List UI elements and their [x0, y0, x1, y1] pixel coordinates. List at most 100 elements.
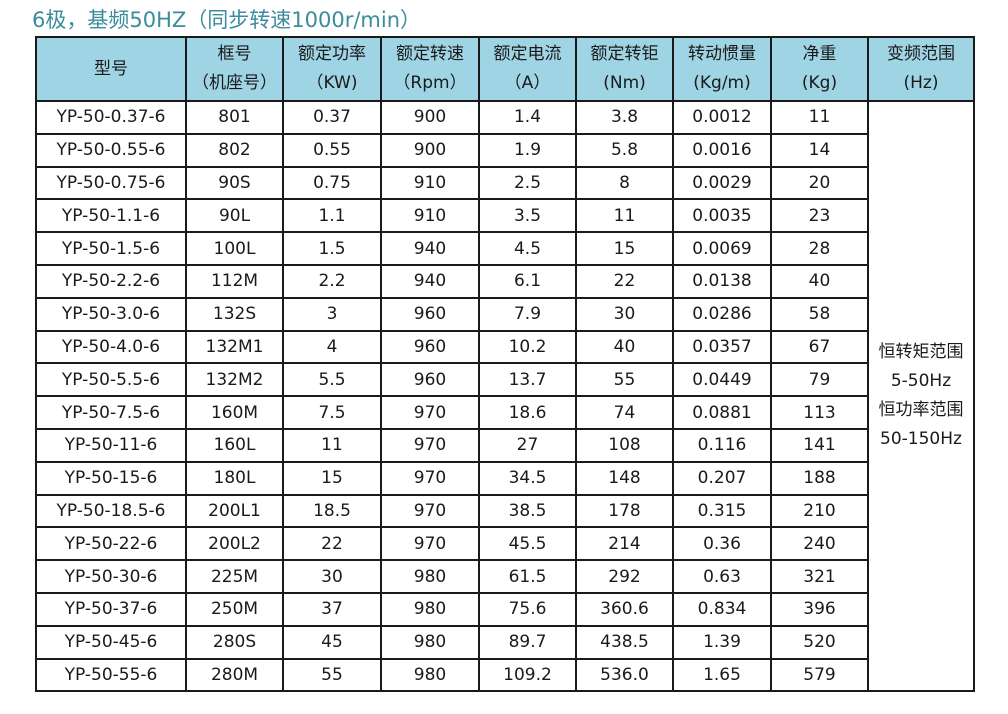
cell-model: YP-50-7.5-6: [35, 395, 187, 430]
cell-model: YP-50-2.2-6: [35, 263, 187, 299]
cell-rated-power: 30: [282, 559, 382, 594]
cell-inertia: 0.0012: [672, 100, 772, 135]
cell-model: YP-50-3.0-6: [35, 296, 187, 332]
cell-inertia: 0.63: [672, 559, 772, 594]
header-unit: (Nm): [603, 73, 646, 93]
cell-rated-current: 27: [478, 427, 577, 463]
table-row: YP-50-18.5-6 200L1 18.5 970 38.5 178 0.315 210: [35, 493, 974, 529]
header-unit: （KW): [306, 73, 358, 93]
page-title: 6极，基频50HZ（同步转速1000r/min）: [32, 8, 422, 32]
cell-inertia: 0.116: [672, 427, 772, 463]
cell-frame: 250M: [185, 591, 284, 627]
cell-model: YP-50-1.1-6: [35, 198, 187, 234]
cell-net-weight: 396: [770, 591, 869, 627]
cell-model: YP-50-55-6: [35, 657, 187, 693]
cell-rated-power: 37: [282, 591, 382, 627]
cell-rated-speed: 970: [380, 427, 480, 463]
cell-frame: 802: [185, 132, 284, 168]
cell-rated-current: 109.2: [478, 657, 577, 693]
cell-rated-power: 5.5: [282, 362, 382, 398]
table-row: YP-50-5.5-6 132M2 5.5 960 13.7 55 0.0449 79: [35, 362, 974, 398]
table-row: YP-50-7.5-6 160M 7.5 970 18.6 74 0.0881 113: [35, 395, 974, 430]
cell-inertia: 0.0881: [672, 395, 772, 430]
cell-frame: 90L: [185, 198, 284, 234]
cell-rated-current: 89.7: [478, 624, 577, 660]
cell-rated-torque: 15: [575, 231, 674, 266]
cell-rated-speed: 900: [380, 100, 480, 135]
cell-rated-speed: 900: [380, 132, 480, 168]
cell-rated-power: 2.2: [282, 263, 382, 299]
table-row: YP-50-22-6 200L2 22 970 45.5 214 0.36 240: [35, 526, 974, 562]
cell-net-weight: 520: [770, 624, 869, 660]
cell-model: YP-50-0.75-6: [35, 165, 187, 201]
cell-inertia: 0.0449: [672, 362, 772, 398]
header-label: 额定转钜: [590, 44, 659, 64]
cell-net-weight: 579: [770, 657, 869, 693]
header-label: 框号: [217, 44, 252, 64]
cell-inertia: 0.315: [672, 493, 772, 529]
cell-net-weight: 28: [770, 231, 869, 266]
cell-rated-torque: 74: [575, 395, 674, 430]
cell-rated-power: 0.55: [282, 132, 382, 168]
freq-range-line: 5-50Hz: [890, 371, 952, 392]
header-unit: (Hz): [903, 73, 939, 93]
cell-rated-power: 22: [282, 526, 382, 562]
cell-rated-power: 0.37: [282, 100, 382, 135]
cell-net-weight: 141: [770, 427, 869, 463]
cell-rated-speed: 970: [380, 460, 480, 496]
header-label: 额定功率: [298, 44, 366, 64]
cell-inertia: 1.65: [672, 657, 772, 693]
cell-rated-power: 15: [282, 460, 382, 496]
cell-net-weight: 40: [770, 263, 869, 299]
cell-rated-current: 18.6: [478, 395, 577, 430]
cell-net-weight: 67: [770, 329, 869, 365]
table-row: YP-50-4.0-6 132M1 4 960 10.2 40 0.0357 67: [35, 329, 974, 365]
cell-frame: 225M: [185, 559, 284, 594]
header-model: 型号: [35, 36, 187, 102]
header-label: 额定电流: [493, 44, 562, 64]
cell-rated-torque: 3.8: [575, 100, 674, 135]
table-row: YP-50-11-6 160L 11 970 27 108 0.116 141: [35, 427, 974, 463]
cell-rated-current: 38.5: [478, 493, 577, 529]
cell-net-weight: 188: [770, 460, 869, 496]
cell-rated-speed: 960: [380, 296, 480, 332]
cell-rated-torque: 536.0: [575, 657, 674, 693]
cell-rated-current: 61.5: [478, 559, 577, 594]
header-net-weight: 净重 (Kg): [770, 36, 869, 102]
cell-net-weight: 11: [770, 100, 869, 135]
cell-rated-speed: 970: [380, 493, 480, 529]
cell-rated-power: 0.75: [282, 165, 382, 201]
cell-rated-current: 13.7: [478, 362, 577, 398]
cell-rated-speed: 910: [380, 165, 480, 201]
cell-frame: 160L: [185, 427, 284, 463]
table-row: YP-50-0.55-6 802 0.55 900 1.9 5.8 0.0016 14: [35, 132, 974, 168]
cell-rated-speed: 910: [380, 198, 480, 234]
cell-model: YP-50-5.5-6: [35, 362, 187, 398]
cell-rated-torque: 11: [575, 198, 674, 234]
cell-frame: 100L: [185, 231, 284, 266]
cell-rated-current: 4.5: [478, 231, 577, 266]
table-row: YP-50-30-6 225M 30 980 61.5 292 0.63 321: [35, 559, 974, 594]
cell-rated-power: 45: [282, 624, 382, 660]
cell-net-weight: 20: [770, 165, 869, 201]
cell-inertia: 0.0357: [672, 329, 772, 365]
cell-rated-current: 1.4: [478, 100, 577, 135]
cell-rated-torque: 360.6: [575, 591, 674, 627]
cell-inertia: 0.207: [672, 460, 772, 496]
table-row: YP-50-55-6 280M 55 980 109.2 536.0 1.65 579: [35, 657, 974, 693]
cell-rated-power: 18.5: [282, 493, 382, 529]
cell-rated-current: 2.5: [478, 165, 577, 201]
cell-rated-speed: 940: [380, 231, 480, 266]
cell-frame: 90S: [185, 165, 284, 201]
cell-inertia: 0.834: [672, 591, 772, 627]
cell-rated-power: 55: [282, 657, 382, 693]
cell-rated-speed: 960: [380, 362, 480, 398]
table-row: YP-50-1.1-6 90L 1.1 910 3.5 11 0.0035 23: [35, 198, 974, 234]
cell-rated-current: 6.1: [478, 263, 577, 299]
cell-frame: 132S: [185, 296, 284, 332]
cell-rated-current: 34.5: [478, 460, 577, 496]
cell-rated-torque: 292: [575, 559, 674, 594]
cell-frame: 200L1: [185, 493, 284, 529]
cell-rated-speed: 940: [380, 263, 480, 299]
cell-inertia: 0.0069: [672, 231, 772, 266]
